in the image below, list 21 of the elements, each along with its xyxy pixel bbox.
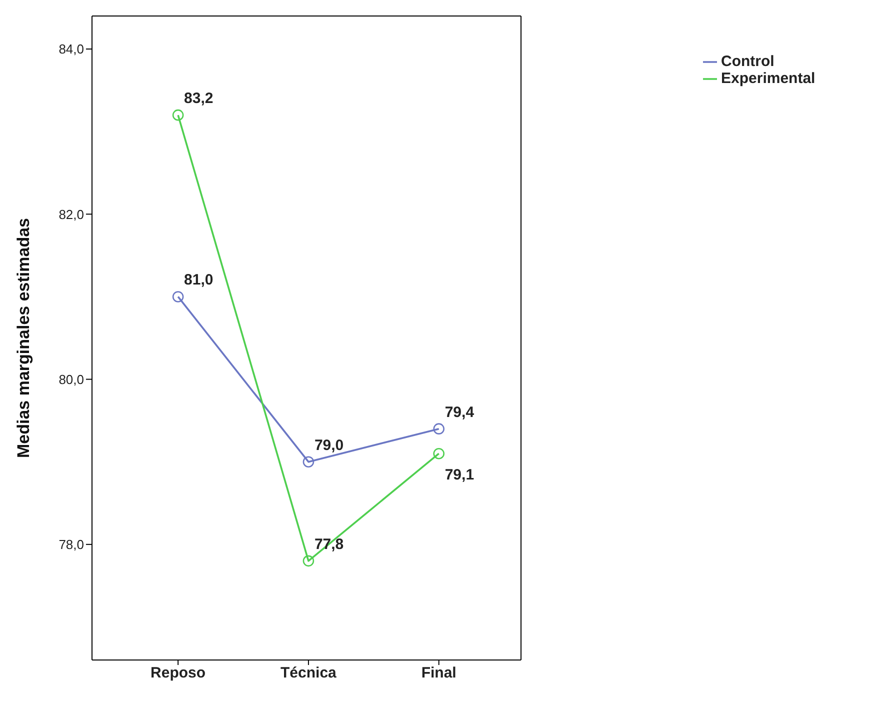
legend-label: Control: [721, 53, 774, 70]
y-tick-label: 82,0: [58, 206, 84, 222]
point: [302, 555, 314, 567]
legend-label: Experimental: [721, 70, 816, 87]
y-tick-label: 84,0: [58, 42, 84, 57]
y-tick-label: 80,0: [58, 372, 84, 387]
point: [433, 448, 444, 460]
point: [172, 109, 184, 121]
data-label: 79,4: [444, 404, 475, 421]
point: [172, 291, 184, 302]
y-tick-label: 78,0: [58, 537, 84, 552]
x-tick-label: Técnica: [280, 664, 338, 682]
point: [302, 456, 314, 468]
data-label: 79,1: [444, 466, 474, 484]
point: [433, 423, 444, 434]
x-tick-label: Reposo: [150, 664, 206, 682]
data-label: 81,0: [184, 272, 214, 289]
x-tick-label: Final: [421, 664, 456, 682]
data-label: 79,0: [314, 436, 344, 454]
data-label: 83,2: [184, 90, 214, 108]
y-axis-title: Medias marginales estimadas: [14, 218, 34, 458]
